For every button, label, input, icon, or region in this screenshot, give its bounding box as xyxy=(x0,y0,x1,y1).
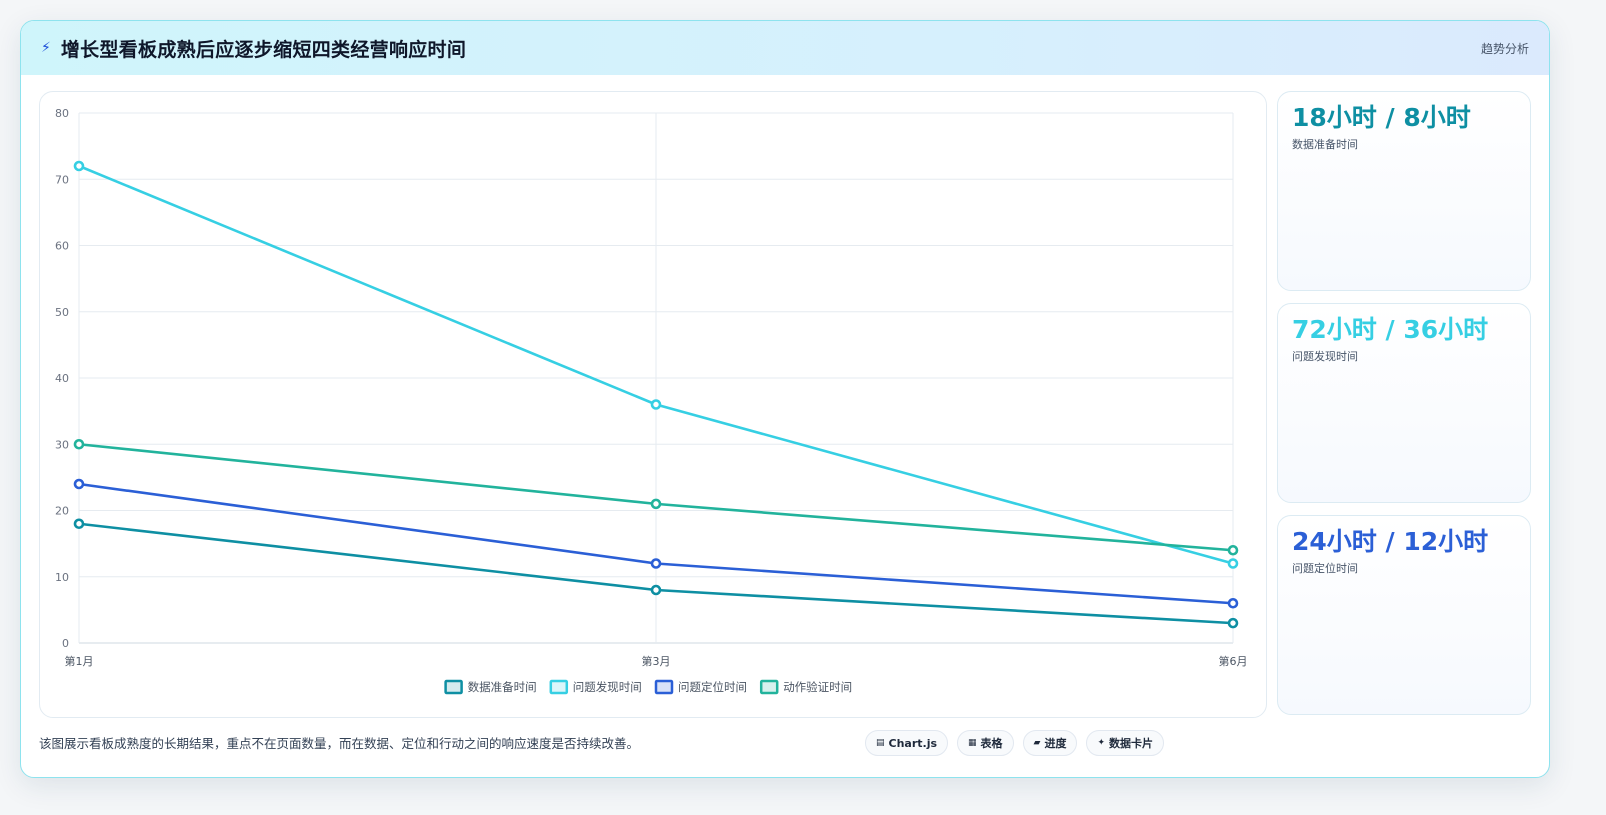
progress-icon: ▰ xyxy=(1033,738,1041,748)
pill-label: Chart.js xyxy=(888,736,938,750)
data-point xyxy=(650,498,662,510)
stat-card-data-prep: 18小时 / 8小时 数据准备时间 xyxy=(1277,91,1531,291)
x-tick-label: 第1月 xyxy=(65,654,94,668)
y-tick-label: 50 xyxy=(55,306,69,319)
y-tick-label: 20 xyxy=(55,505,69,518)
pill-label: 表格 xyxy=(980,737,1003,750)
x-tick-label: 第6月 xyxy=(1219,654,1248,668)
data-point xyxy=(650,399,662,410)
stat-label: 问题发现时间 xyxy=(1292,350,1358,363)
data-point xyxy=(1227,597,1239,609)
data-point xyxy=(73,160,85,172)
pill-label: 进度 xyxy=(1044,737,1067,750)
dashboard-card: ⚡ 增长型看板成熟后应逐步缩短四类经营响应时间 趋势分析 0 10 20 30 40 50… xyxy=(20,20,1550,778)
table-icon: ▦ xyxy=(968,738,977,748)
pill-chartjs[interactable]: ▤ Chart.js xyxy=(865,730,949,756)
bolt-icon: ⚡ xyxy=(41,40,51,56)
pill-table[interactable]: ▦ 表格 xyxy=(957,730,1014,756)
legend-swatch xyxy=(549,679,569,695)
stat-value: 24小时 / 12小时 xyxy=(1292,527,1489,556)
stat-value: 18小时 / 8小时 xyxy=(1292,103,1471,132)
card-icon: ✦ xyxy=(1097,738,1106,748)
chart-icon: ▤ xyxy=(876,738,885,748)
line-chart-panel: 0 10 20 30 40 50 60 70 80 第1月 第3月 第6月数据准备时间 问题发现时间 问题… xyxy=(39,91,1267,718)
y-tick-label: 30 xyxy=(55,438,69,451)
y-tick-label: 60 xyxy=(55,240,69,253)
legend-swatch xyxy=(759,679,779,695)
stat-card-issue-found: 72小时 / 36小时 问题发现时间 xyxy=(1277,303,1531,503)
data-point xyxy=(1227,558,1239,569)
y-tick-label: 80 xyxy=(55,107,69,120)
stat-label: 问题定位时间 xyxy=(1292,562,1358,575)
page-title: 增长型看板成熟后应逐步缩短四类经营响应时间 xyxy=(60,38,467,61)
stat-card-issue-locate: 24小时 / 12小时 问题定位时间 xyxy=(1277,515,1531,715)
x-tick-label: 第3月 xyxy=(642,654,671,668)
data-point xyxy=(1227,617,1239,629)
chart-note: 该图展示看板成熟度的长期结果，重点不在页面数量，而在数据、定位和行动之间的响应速… xyxy=(39,736,640,751)
data-point xyxy=(1227,544,1239,556)
stat-value: 72小时 / 36小时 xyxy=(1292,315,1489,344)
data-point xyxy=(650,584,662,596)
view-switcher: ▤ Chart.js ▦ 表格 ▰ 进度 ✦ 数据卡片 xyxy=(865,730,1165,756)
legend-swatch xyxy=(654,679,674,695)
legend-label: 数据准备时间 xyxy=(468,680,537,694)
legend-label: 问题发现时间 xyxy=(573,680,642,694)
y-tick-label: 70 xyxy=(55,173,69,186)
y-tick-label: 10 xyxy=(55,571,69,584)
y-tick-label: 0 xyxy=(62,637,69,650)
legend-label: 动作验证时间 xyxy=(783,680,852,694)
pill-progress[interactable]: ▰ 进度 xyxy=(1022,730,1078,756)
pill-label: 数据卡片 xyxy=(1109,737,1154,750)
data-point xyxy=(650,558,662,569)
stat-label: 数据准备时间 xyxy=(1292,138,1358,151)
card-header: ⚡ 增长型看板成熟后应逐步缩短四类经营响应时间 趋势分析 xyxy=(21,21,1549,75)
data-point xyxy=(73,478,85,490)
data-point xyxy=(73,438,85,450)
analysis-tag: 趋势分析 xyxy=(1480,41,1529,56)
data-point xyxy=(73,518,85,530)
y-tick-label: 40 xyxy=(55,372,69,385)
legend-swatch xyxy=(444,679,463,695)
pill-data-card[interactable]: ✦ 数据卡片 xyxy=(1086,730,1165,756)
legend-label: 问题定位时间 xyxy=(678,680,747,694)
